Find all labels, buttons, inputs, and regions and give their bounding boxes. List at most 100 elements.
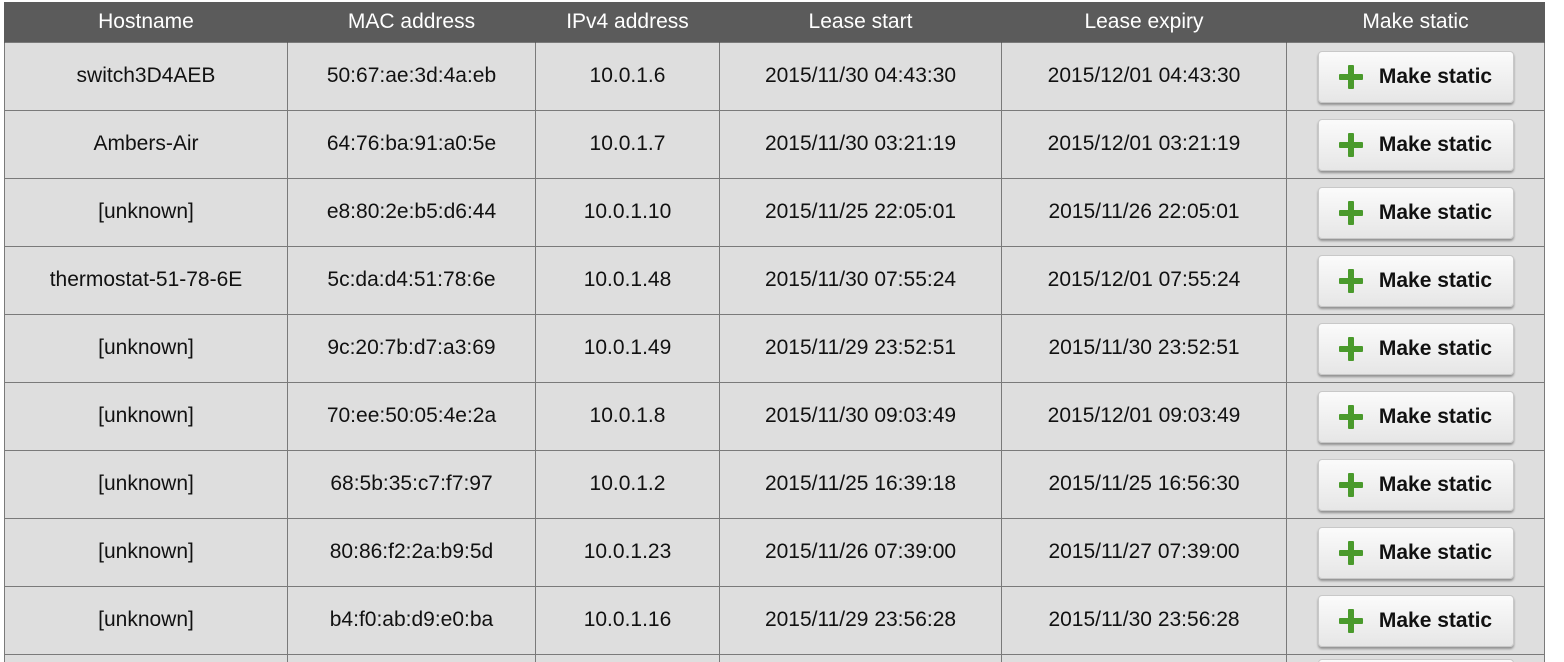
make-static-button[interactable]: Make static — [1317, 527, 1514, 579]
cell-lease-expiry: 2015/11/26 22:05:01 — [1001, 177, 1287, 247]
cell-hostname: [unknown] — [4, 517, 288, 587]
header-mac-address: MAC address — [287, 2, 536, 42]
cell-make-static: Make static — [1286, 517, 1545, 587]
cell-lease-expiry: 2015/11/30 23:56:28 — [1001, 585, 1287, 655]
make-static-button[interactable]: Make static — [1317, 323, 1514, 375]
table-row: thermostat-51-78-6E 5c:da:d4:51:78:6e 10… — [4, 245, 1545, 315]
cell-ipv4-address: 10.0.1.6 — [535, 41, 720, 111]
cell-make-static: Make static — [1286, 109, 1545, 179]
cell-ipv4-address: 10.0.1.23 — [535, 517, 720, 587]
make-static-button-label: Make static — [1378, 337, 1493, 360]
cell-lease-start: 2015/11/29 23:56:28 — [719, 585, 1002, 655]
cell-ipv4-address — [535, 653, 720, 662]
cell-hostname: [unknown] — [4, 449, 288, 519]
make-static-button[interactable]: Make static — [1317, 119, 1514, 171]
plus-icon — [1338, 133, 1363, 157]
make-static-button[interactable]: Make static — [1317, 459, 1514, 511]
header-hostname: Hostname — [4, 2, 288, 42]
cell-lease-start: 2015/11/25 16:39:18 — [719, 449, 1002, 519]
make-static-button[interactable]: Make static — [1317, 187, 1514, 239]
cell-hostname: thermostat-51-78-6E — [4, 245, 288, 315]
cell-make-static — [1286, 653, 1545, 662]
cell-ipv4-address: 10.0.1.7 — [535, 109, 720, 179]
table-row-partial — [4, 653, 1545, 662]
cell-lease-start: 2015/11/30 09:03:49 — [719, 381, 1002, 451]
cell-mac-address: 64:76:ba:91:a0:5e — [287, 109, 536, 179]
cell-make-static: Make static — [1286, 313, 1545, 383]
cell-lease-start: 2015/11/30 04:43:30 — [719, 41, 1002, 111]
cell-ipv4-address: 10.0.1.16 — [535, 585, 720, 655]
cell-lease-expiry: 2015/12/01 07:55:24 — [1001, 245, 1287, 315]
cell-mac-address: 70:ee:50:05:4e:2a — [287, 381, 536, 451]
cell-hostname: [unknown] — [4, 585, 288, 655]
plus-icon — [1338, 269, 1363, 293]
table-row: switch3D4AEB 50:67:ae:3d:4a:eb 10.0.1.6 … — [4, 41, 1545, 111]
table-body: switch3D4AEB 50:67:ae:3d:4a:eb 10.0.1.6 … — [4, 41, 1545, 662]
header-ipv4-address: IPv4 address — [535, 2, 720, 42]
plus-icon — [1338, 65, 1363, 89]
cell-make-static: Make static — [1286, 245, 1545, 315]
cell-make-static: Make static — [1286, 585, 1545, 655]
header-lease-expiry: Lease expiry — [1001, 2, 1287, 42]
plus-icon — [1338, 337, 1363, 361]
table-header: Hostname MAC address IPv4 address Lease … — [4, 2, 1545, 42]
table-row: [unknown] 70:ee:50:05:4e:2a 10.0.1.8 201… — [4, 381, 1545, 451]
dhcp-leases-table: Hostname MAC address IPv4 address Lease … — [4, 2, 1545, 662]
cell-lease-start: 2015/11/29 23:52:51 — [719, 313, 1002, 383]
table-row: [unknown] e8:80:2e:b5:d6:44 10.0.1.10 20… — [4, 177, 1545, 247]
cell-mac-address — [287, 653, 536, 662]
cell-make-static: Make static — [1286, 177, 1545, 247]
cell-lease-expiry: 2015/12/01 04:43:30 — [1001, 41, 1287, 111]
cell-lease-expiry: 2015/11/25 16:56:30 — [1001, 449, 1287, 519]
cell-mac-address: 5c:da:d4:51:78:6e — [287, 245, 536, 315]
plus-icon — [1338, 201, 1363, 225]
header-row: Hostname MAC address IPv4 address Lease … — [4, 2, 1545, 42]
header-make-static: Make static — [1286, 2, 1545, 42]
table-row: [unknown] b4:f0:ab:d9:e0:ba 10.0.1.16 20… — [4, 585, 1545, 655]
make-static-button-label: Make static — [1378, 541, 1493, 564]
cell-hostname: switch3D4AEB — [4, 41, 288, 111]
cell-lease-expiry — [1001, 653, 1287, 662]
cell-lease-start: 2015/11/25 22:05:01 — [719, 177, 1002, 247]
cell-mac-address: 80:86:f2:2a:b9:5d — [287, 517, 536, 587]
make-static-button-label: Make static — [1378, 473, 1493, 496]
cell-hostname: Ambers-Air — [4, 109, 288, 179]
cell-mac-address: 50:67:ae:3d:4a:eb — [287, 41, 536, 111]
cell-hostname — [4, 653, 288, 662]
make-static-button-label: Make static — [1378, 609, 1493, 632]
plus-icon — [1338, 609, 1363, 633]
cell-ipv4-address: 10.0.1.2 — [535, 449, 720, 519]
make-static-button[interactable]: Make static — [1317, 255, 1514, 307]
cell-hostname: [unknown] — [4, 313, 288, 383]
make-static-button-label: Make static — [1378, 133, 1493, 156]
cell-lease-start: 2015/11/30 07:55:24 — [719, 245, 1002, 315]
cell-lease-start: 2015/11/26 07:39:00 — [719, 517, 1002, 587]
cell-lease-start — [719, 653, 1002, 662]
cell-mac-address: e8:80:2e:b5:d6:44 — [287, 177, 536, 247]
make-static-button-label: Make static — [1378, 65, 1493, 88]
plus-icon — [1338, 473, 1363, 497]
cell-mac-address: b4:f0:ab:d9:e0:ba — [287, 585, 536, 655]
make-static-button-label: Make static — [1378, 269, 1493, 292]
cell-mac-address: 68:5b:35:c7:f7:97 — [287, 449, 536, 519]
header-lease-start: Lease start — [719, 2, 1002, 42]
cell-hostname: [unknown] — [4, 177, 288, 247]
make-static-button-label: Make static — [1378, 201, 1493, 224]
plus-icon — [1338, 405, 1363, 429]
cell-make-static: Make static — [1286, 449, 1545, 519]
cell-hostname: [unknown] — [4, 381, 288, 451]
table-row: Ambers-Air 64:76:ba:91:a0:5e 10.0.1.7 20… — [4, 109, 1545, 179]
cell-lease-expiry: 2015/12/01 09:03:49 — [1001, 381, 1287, 451]
table-row: [unknown] 68:5b:35:c7:f7:97 10.0.1.2 201… — [4, 449, 1545, 519]
cell-lease-expiry: 2015/11/30 23:52:51 — [1001, 313, 1287, 383]
cell-lease-expiry: 2015/12/01 03:21:19 — [1001, 109, 1287, 179]
make-static-button-label: Make static — [1378, 405, 1493, 428]
make-static-button[interactable]: Make static — [1317, 391, 1514, 443]
make-static-button[interactable] — [1317, 658, 1514, 662]
cell-make-static: Make static — [1286, 41, 1545, 111]
make-static-button[interactable]: Make static — [1317, 595, 1514, 647]
plus-icon — [1338, 541, 1363, 565]
make-static-button[interactable]: Make static — [1317, 51, 1514, 103]
table-row: [unknown] 9c:20:7b:d7:a3:69 10.0.1.49 20… — [4, 313, 1545, 383]
